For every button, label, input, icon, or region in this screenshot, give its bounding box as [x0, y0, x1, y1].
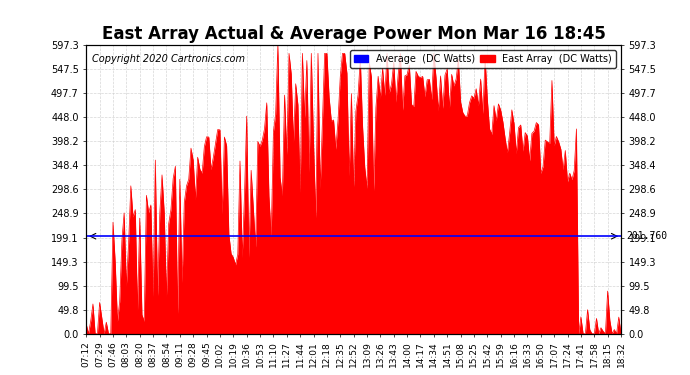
Text: Copyright 2020 Cartronics.com: Copyright 2020 Cartronics.com — [92, 54, 244, 64]
Text: 201.760: 201.760 — [627, 231, 667, 241]
Legend: Average  (DC Watts), East Array  (DC Watts): Average (DC Watts), East Array (DC Watts… — [350, 50, 616, 68]
Title: East Array Actual & Average Power Mon Mar 16 18:45: East Array Actual & Average Power Mon Ma… — [101, 26, 606, 44]
